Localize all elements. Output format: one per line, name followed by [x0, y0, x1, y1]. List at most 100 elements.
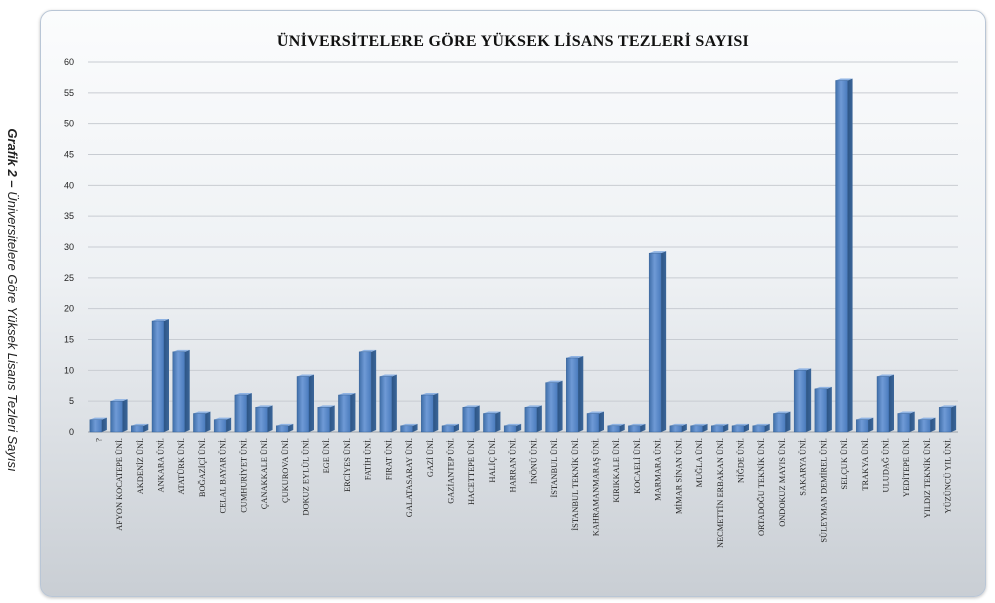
x-tick-label: AKDENİZ ÜNİ. — [136, 438, 145, 494]
x-tick-label: KIRIKKALE ÜNİ. — [612, 438, 621, 503]
x-tick-label: TRAKYA ÜNİ. — [861, 438, 870, 491]
bar — [835, 78, 853, 433]
y-tick-label: 50 — [64, 119, 74, 129]
bar — [773, 411, 791, 433]
y-tick-label: 45 — [64, 150, 74, 160]
x-tick-label: YÜZÜNCÜ YIL ÜNİ. — [944, 438, 953, 513]
bar — [441, 423, 459, 433]
y-tick-label: 30 — [64, 242, 74, 252]
x-tick-label: MİMAR SİNAN ÜNİ. — [674, 438, 683, 514]
x-tick-label: DOKUZ EYLÜL ÜNİ. — [302, 438, 311, 516]
x-tick-label: ANKARA ÜNİ. — [157, 438, 166, 492]
bar — [938, 405, 957, 433]
bar — [897, 411, 915, 433]
bar — [379, 374, 397, 433]
y-tick-label: 20 — [64, 304, 74, 314]
bar — [814, 386, 832, 433]
bar — [131, 423, 149, 433]
x-tick-label: CELAL BAYAR ÜNİ. — [219, 438, 228, 513]
bar — [255, 405, 273, 433]
bar — [731, 423, 749, 433]
x-tick-label: SÜLEYMAN DEMİREL ÜNİ. — [819, 438, 828, 543]
x-tick-label: GALATASARAY ÜNİ. — [405, 438, 414, 517]
bar — [690, 423, 708, 433]
bar — [400, 423, 418, 433]
bar — [856, 417, 874, 433]
x-tick-label: HARRAN ÜNİ. — [509, 438, 518, 492]
x-tick-label: ULUDAĞ ÜNİ. — [881, 438, 891, 492]
x-tick-label: İNÖNÜ ÜNİ. — [529, 438, 538, 484]
x-tick-label: ONDOKUZ MAYIS ÜNİ. — [778, 438, 787, 527]
x-tick-label: GAZİANTEP ÜNİ. — [447, 438, 456, 504]
y-tick-label: 25 — [64, 273, 74, 283]
y-tick-label: 5 — [69, 396, 74, 406]
bar — [193, 411, 211, 433]
bar — [669, 423, 687, 433]
bar — [338, 393, 356, 433]
x-tick-label: HALİÇ ÜNİ. — [488, 438, 497, 483]
x-tick-label: GAZİ ÜNİ. — [426, 438, 435, 477]
bar — [89, 417, 107, 433]
bar — [421, 393, 439, 433]
x-tick-label: SAKARYA ÜNİ. — [799, 438, 808, 496]
x-tick-label: ÇANAKKALE ÜNİ. — [260, 438, 269, 509]
y-tick-label: 10 — [64, 365, 74, 375]
y-tick-label: 55 — [64, 88, 74, 98]
bar — [151, 319, 169, 433]
bar — [234, 393, 252, 433]
x-tick-label: MARMARA ÜNİ. — [654, 438, 663, 501]
x-tick-label: ATATÜRK ÜNİ. — [177, 438, 186, 495]
bar — [586, 411, 604, 433]
x-tick-label: KAHRAMANMARAŞ ÜNİ. — [592, 438, 601, 536]
bar — [918, 417, 936, 433]
y-tick-label: 0 — [69, 427, 74, 437]
y-tick-label: 35 — [64, 211, 74, 221]
bar — [648, 251, 667, 433]
x-tick-label: AFYON KOCATEPE ÜNİ. — [115, 438, 124, 531]
x-tick-label: NECMETTİN ERBAKAN ÜNİ. — [716, 438, 725, 548]
bar — [110, 399, 128, 433]
x-tick-label: MUĞLA ÜNİ. — [694, 438, 704, 487]
x-tick-label: BOĞAZİÇİ ÜNİ. — [197, 438, 207, 497]
x-tick-label: EGE ÜNİ. — [322, 438, 331, 473]
chart-panel: ÜNİVERSİTELERE GÖRE YÜKSEK LİSANS TEZLER… — [40, 10, 986, 597]
x-tick-label: YILDIZ TEKNİK ÜNİ. — [923, 438, 932, 518]
y-tick-label: 15 — [64, 335, 74, 345]
x-tick-label: YEDİTEPE ÜNİ. — [902, 438, 911, 497]
y-tick-label: 40 — [64, 180, 74, 190]
bar — [711, 423, 729, 433]
x-tick-label: HACETTEPE ÜNİ. — [467, 438, 476, 505]
bar — [566, 356, 584, 433]
y-tick-label: 60 — [64, 57, 74, 67]
x-tick-label: ÇUKUROVA ÜNİ. — [281, 438, 290, 503]
bar — [276, 423, 294, 433]
x-tick-label: ORTADOĞU TEKNİK ÜNİ. — [756, 438, 766, 536]
x-tick-label: İSTANBUL ÜNİ. — [550, 438, 559, 498]
x-tick-label: SELÇUK ÜNİ. — [840, 438, 849, 490]
x-tick-label: ? — [94, 438, 103, 442]
bar — [213, 417, 232, 433]
chart-title: ÜNİVERSİTELERE GÖRE YÜKSEK LİSANS TEZLER… — [276, 33, 750, 50]
x-tick-label: CUMHURİYET ÜNİ. — [239, 438, 248, 513]
bar — [628, 423, 646, 433]
bar — [545, 380, 563, 433]
bar — [752, 423, 770, 433]
x-tick-label: İSTANBUL TEKNİK ÜNİ. — [571, 438, 580, 531]
bar — [358, 349, 377, 433]
x-tick-label: FIRAT ÜNİ. — [384, 438, 393, 480]
bar — [172, 349, 190, 433]
bar — [793, 368, 812, 433]
bar — [317, 405, 335, 433]
bar — [503, 423, 522, 433]
bar — [296, 374, 314, 433]
bar — [483, 411, 501, 433]
x-tick-label: ERCİYES ÜNİ. — [343, 438, 352, 492]
bar — [524, 405, 542, 433]
bar — [876, 374, 894, 433]
bar — [607, 423, 625, 433]
x-tick-label: NİĞDE ÜNİ. — [736, 438, 746, 483]
bar — [462, 405, 480, 433]
x-tick-label: KOCAELİ ÜNİ. — [633, 438, 642, 494]
x-tick-label: FATİH ÜNİ. — [364, 438, 373, 480]
